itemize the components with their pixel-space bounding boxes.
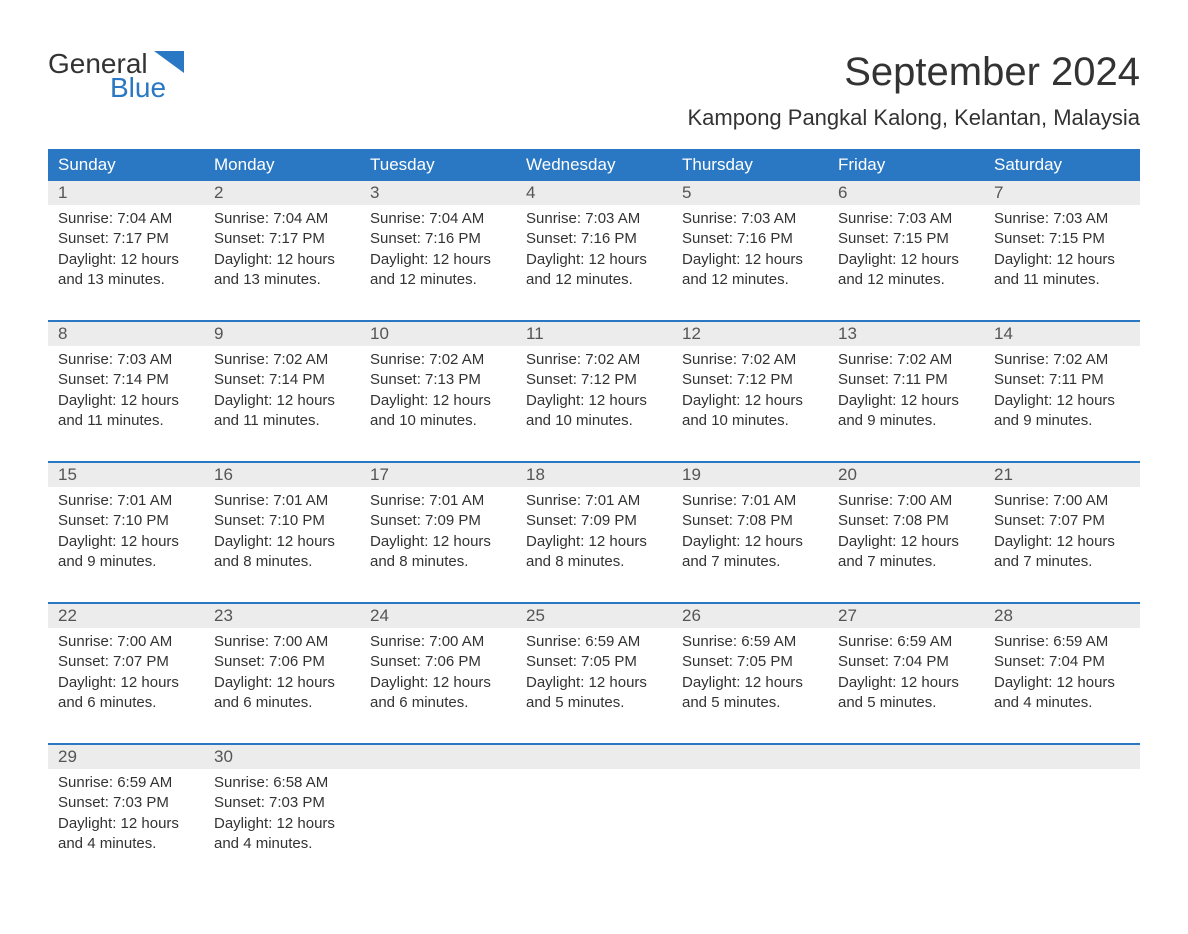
day-number-cell: 15 <box>48 463 204 487</box>
day-number-row: 22232425262728 <box>48 604 1140 628</box>
weekday-header: Monday <box>204 149 360 181</box>
day-number-cell: 16 <box>204 463 360 487</box>
day-number-cell: 29 <box>48 745 204 769</box>
day-number-cell <box>360 745 516 769</box>
day-content-row: Sunrise: 7:03 AMSunset: 7:14 PMDaylight:… <box>48 346 1140 461</box>
day-content-cell: Sunrise: 6:58 AMSunset: 7:03 PMDaylight:… <box>204 769 360 884</box>
day-number-cell: 8 <box>48 322 204 346</box>
day-number-cell: 10 <box>360 322 516 346</box>
day-content-row: Sunrise: 7:01 AMSunset: 7:10 PMDaylight:… <box>48 487 1140 602</box>
day-content-cell: Sunrise: 7:01 AMSunset: 7:10 PMDaylight:… <box>204 487 360 602</box>
day-content-cell: Sunrise: 6:59 AMSunset: 7:05 PMDaylight:… <box>516 628 672 743</box>
day-number-cell: 20 <box>828 463 984 487</box>
title-block: September 2024 Kampong Pangkal Kalong, K… <box>687 50 1140 131</box>
day-content-cell: Sunrise: 7:02 AMSunset: 7:11 PMDaylight:… <box>828 346 984 461</box>
day-content-cell: Sunrise: 7:03 AMSunset: 7:16 PMDaylight:… <box>672 205 828 320</box>
day-number-cell: 1 <box>48 181 204 205</box>
logo: General Blue <box>48 50 184 102</box>
day-number-cell <box>828 745 984 769</box>
calendar-table: SundayMondayTuesdayWednesdayThursdayFrid… <box>48 149 1140 884</box>
day-content-cell: Sunrise: 7:02 AMSunset: 7:12 PMDaylight:… <box>672 346 828 461</box>
weekday-header: Wednesday <box>516 149 672 181</box>
day-number-cell: 18 <box>516 463 672 487</box>
day-number-cell: 22 <box>48 604 204 628</box>
day-number-cell: 3 <box>360 181 516 205</box>
day-content-cell <box>360 769 516 884</box>
month-title: September 2024 <box>687 50 1140 95</box>
day-content-cell: Sunrise: 7:03 AMSunset: 7:14 PMDaylight:… <box>48 346 204 461</box>
day-content-cell: Sunrise: 7:02 AMSunset: 7:14 PMDaylight:… <box>204 346 360 461</box>
day-number-cell <box>516 745 672 769</box>
day-content-cell <box>672 769 828 884</box>
weekday-header: Sunday <box>48 149 204 181</box>
day-content-cell: Sunrise: 7:02 AMSunset: 7:11 PMDaylight:… <box>984 346 1140 461</box>
location: Kampong Pangkal Kalong, Kelantan, Malays… <box>687 105 1140 131</box>
day-content-cell: Sunrise: 7:00 AMSunset: 7:07 PMDaylight:… <box>984 487 1140 602</box>
day-content-cell: Sunrise: 7:03 AMSunset: 7:15 PMDaylight:… <box>828 205 984 320</box>
day-content-cell: Sunrise: 7:00 AMSunset: 7:06 PMDaylight:… <box>360 628 516 743</box>
day-content-cell: Sunrise: 6:59 AMSunset: 7:04 PMDaylight:… <box>828 628 984 743</box>
day-content-cell: Sunrise: 6:59 AMSunset: 7:04 PMDaylight:… <box>984 628 1140 743</box>
day-number-cell: 17 <box>360 463 516 487</box>
day-number-cell: 21 <box>984 463 1140 487</box>
day-number-row: 15161718192021 <box>48 463 1140 487</box>
day-content-cell: Sunrise: 6:59 AMSunset: 7:05 PMDaylight:… <box>672 628 828 743</box>
weekday-header: Thursday <box>672 149 828 181</box>
weekday-header: Tuesday <box>360 149 516 181</box>
day-number-cell: 11 <box>516 322 672 346</box>
day-content-cell: Sunrise: 7:00 AMSunset: 7:06 PMDaylight:… <box>204 628 360 743</box>
day-content-cell: Sunrise: 7:00 AMSunset: 7:07 PMDaylight:… <box>48 628 204 743</box>
day-number-cell: 27 <box>828 604 984 628</box>
weekday-header: Friday <box>828 149 984 181</box>
day-number-row: 2930 <box>48 745 1140 769</box>
day-number-cell: 25 <box>516 604 672 628</box>
day-content-cell: Sunrise: 7:02 AMSunset: 7:13 PMDaylight:… <box>360 346 516 461</box>
day-number-cell: 9 <box>204 322 360 346</box>
day-content-cell: Sunrise: 7:03 AMSunset: 7:15 PMDaylight:… <box>984 205 1140 320</box>
day-number-cell: 6 <box>828 181 984 205</box>
day-number-cell: 5 <box>672 181 828 205</box>
day-number-cell: 28 <box>984 604 1140 628</box>
day-content-row: Sunrise: 7:04 AMSunset: 7:17 PMDaylight:… <box>48 205 1140 320</box>
day-content-cell <box>828 769 984 884</box>
day-number-cell: 26 <box>672 604 828 628</box>
day-content-cell: Sunrise: 7:01 AMSunset: 7:08 PMDaylight:… <box>672 487 828 602</box>
day-content-cell: Sunrise: 7:04 AMSunset: 7:17 PMDaylight:… <box>48 205 204 320</box>
day-number-cell: 19 <box>672 463 828 487</box>
day-number-cell: 12 <box>672 322 828 346</box>
day-number-cell: 30 <box>204 745 360 769</box>
day-content-cell: Sunrise: 7:04 AMSunset: 7:16 PMDaylight:… <box>360 205 516 320</box>
day-content-cell: Sunrise: 6:59 AMSunset: 7:03 PMDaylight:… <box>48 769 204 884</box>
day-number-cell: 4 <box>516 181 672 205</box>
day-content-cell: Sunrise: 7:01 AMSunset: 7:09 PMDaylight:… <box>516 487 672 602</box>
day-number-cell: 14 <box>984 322 1140 346</box>
day-number-cell: 7 <box>984 181 1140 205</box>
day-number-cell <box>672 745 828 769</box>
day-content-cell: Sunrise: 7:00 AMSunset: 7:08 PMDaylight:… <box>828 487 984 602</box>
header: General Blue September 2024 Kampong Pang… <box>48 50 1140 131</box>
day-number-row: 1234567 <box>48 181 1140 205</box>
day-content-cell <box>984 769 1140 884</box>
day-content-cell <box>516 769 672 884</box>
day-number-cell: 13 <box>828 322 984 346</box>
weekday-header: Saturday <box>984 149 1140 181</box>
day-content-cell: Sunrise: 7:03 AMSunset: 7:16 PMDaylight:… <box>516 205 672 320</box>
day-content-cell: Sunrise: 7:01 AMSunset: 7:10 PMDaylight:… <box>48 487 204 602</box>
day-content-cell: Sunrise: 7:04 AMSunset: 7:17 PMDaylight:… <box>204 205 360 320</box>
day-number-cell: 2 <box>204 181 360 205</box>
calendar-body: 1234567Sunrise: 7:04 AMSunset: 7:17 PMDa… <box>48 181 1140 884</box>
logo-text-blue: Blue <box>48 74 184 102</box>
day-number-cell <box>984 745 1140 769</box>
day-content-cell: Sunrise: 7:02 AMSunset: 7:12 PMDaylight:… <box>516 346 672 461</box>
day-number-row: 891011121314 <box>48 322 1140 346</box>
day-number-cell: 24 <box>360 604 516 628</box>
day-content-cell: Sunrise: 7:01 AMSunset: 7:09 PMDaylight:… <box>360 487 516 602</box>
weekday-header-row: SundayMondayTuesdayWednesdayThursdayFrid… <box>48 149 1140 181</box>
day-number-cell: 23 <box>204 604 360 628</box>
day-content-row: Sunrise: 7:00 AMSunset: 7:07 PMDaylight:… <box>48 628 1140 743</box>
day-content-row: Sunrise: 6:59 AMSunset: 7:03 PMDaylight:… <box>48 769 1140 884</box>
